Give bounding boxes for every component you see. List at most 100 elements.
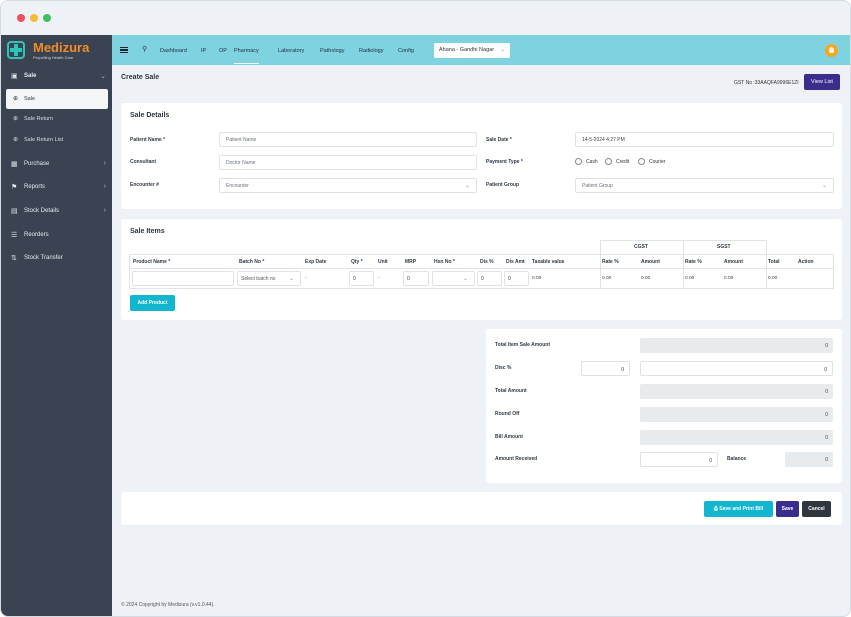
hsn-select[interactable]: ⌄ (432, 271, 475, 286)
balance-field: 0 (785, 452, 833, 467)
encounter-select[interactable]: Encounter ⌄ (219, 178, 477, 193)
exp-date-cell: - (305, 276, 307, 281)
disc-percent-input[interactable]: 0 (581, 361, 630, 376)
column-header: Amount (641, 259, 660, 265)
sgst-group-header: SGST (717, 244, 731, 250)
chevron-right-icon: › (103, 183, 106, 190)
minimize-window-dot[interactable] (30, 14, 38, 22)
cancel-button[interactable]: Cancel (802, 501, 831, 517)
sidebar-item-reports[interactable]: ⚑ Reports › (1, 178, 112, 198)
column-header: Rate % (685, 259, 702, 265)
nav-laboratory[interactable]: Laboratory (278, 48, 305, 54)
round-off-value: 0 (825, 412, 828, 418)
chevron-down-icon: ⌄ (462, 276, 468, 282)
sidebar-item-label: Reorders (24, 232, 49, 238)
bill-amount-field: 0 (640, 430, 833, 445)
round-off-field: 0 (640, 407, 833, 422)
location-select[interactable]: Ahana - Gandhi Nagar ⌄ (434, 43, 510, 58)
total-amount-value: 0 (825, 389, 828, 395)
location-value: Ahana - Gandhi Nagar (439, 47, 495, 53)
payment-cash-radio[interactable] (575, 158, 582, 165)
nav-op[interactable]: OP (219, 48, 227, 54)
bill-amount-value: 0 (825, 435, 828, 441)
balance-value: 0 (825, 457, 828, 463)
circle-plus-icon: ⊕ (13, 116, 19, 122)
payment-courier-radio[interactable] (638, 158, 645, 165)
column-header: Hsn No * (434, 259, 455, 265)
patient-name-input[interactable]: Patient Name (219, 132, 477, 147)
list-icon: ☰ (11, 232, 18, 239)
disc-amount-input[interactable]: 0 (640, 361, 833, 376)
patient-name-placeholder: Patient Name (226, 137, 257, 143)
total-item-sale-amount-field: 0 (640, 338, 833, 353)
sale-date-label: Sale Date * (486, 137, 512, 143)
sidebar-item-sale[interactable]: ▣ Sale ⌄ (1, 67, 112, 87)
circle-plus-icon: ⊕ (13, 137, 19, 143)
product-name-input[interactable] (132, 271, 234, 286)
nav-pharmacy[interactable]: Pharmacy (234, 48, 259, 64)
brand-logo[interactable]: Medizura Propelling Health Care (1, 35, 112, 67)
footer-copyright: © 2024 Copyright by Medizura (v.v1.0.44)… (121, 602, 215, 608)
mrp-input[interactable]: 0 (403, 271, 429, 286)
brand-tagline: Propelling Health Care (33, 55, 74, 60)
sidebar-subitem-sale-return-list[interactable]: ⊕ Sale Return List (1, 130, 112, 150)
table-border (129, 254, 130, 288)
table-border (129, 268, 834, 269)
amount-received-input[interactable]: 0 (640, 452, 718, 467)
sidebar-item-purchase[interactable]: ▦ Purchase › (1, 155, 112, 175)
patient-group-select[interactable]: Patient Group ⌄ (575, 178, 834, 193)
sgst-amount-cell: 0.00 (724, 276, 734, 281)
nav-dashboard[interactable]: Dashboard (160, 48, 187, 54)
payment-credit-radio[interactable] (605, 158, 612, 165)
sidebar-subitem-label: Sale Return (24, 116, 54, 122)
bill-amount-label: Bill Amount (495, 434, 523, 440)
sidebar-item-label: Stock Transfer (24, 255, 63, 261)
search-icon[interactable]: ⚲ (142, 46, 148, 53)
batch-no-select[interactable]: Select batch no ⌄ (237, 271, 301, 286)
total-amount-field: 0 (640, 384, 833, 399)
printer-icon: ⎙ (713, 506, 718, 512)
qty-input[interactable]: 0 (349, 271, 374, 286)
sale-date-input[interactable]: 14-5-2024 4:27 PM (575, 132, 834, 147)
cgst-rate-cell: 0.00 (602, 276, 612, 281)
circle-plus-icon: ⊕ (13, 96, 19, 102)
sidebar-subitem-sale[interactable]: ⊕ Sale (6, 89, 108, 109)
gst-number: GST No :33AAQFA9996E1ZI (734, 80, 799, 86)
close-window-dot[interactable] (17, 14, 25, 22)
sidebar-item-label: Sale (24, 73, 37, 79)
discount-percent-input[interactable]: 0 (477, 271, 502, 286)
chevron-down-icon: ⌄ (464, 183, 470, 189)
sidebar-item-stock-details[interactable]: ▤ Stock Details › (1, 202, 112, 222)
batch-no-placeholder: Select batch no (241, 276, 276, 282)
amount-received-value: 0 (709, 458, 712, 464)
hamburger-menu-icon[interactable] (120, 47, 128, 53)
column-header: Action (798, 259, 814, 265)
sale-items-card: Sale Items (121, 219, 842, 320)
nav-radiology[interactable]: Radiology (359, 48, 384, 54)
add-product-button[interactable]: Add Product (130, 295, 175, 311)
table-border (600, 240, 601, 288)
lightbulb-icon[interactable] (825, 44, 838, 57)
chevron-down-icon: ⌄ (499, 47, 505, 53)
nav-config[interactable]: Config (398, 48, 414, 54)
nav-pathology[interactable]: Pathology (320, 48, 345, 54)
sidebar-item-reorders[interactable]: ☰ Reorders (1, 226, 112, 246)
amount-received-label: Amount Received (495, 456, 538, 462)
column-header: Amount (724, 259, 743, 265)
disc-percent-label: Disc % (495, 365, 512, 371)
discount-amount-input[interactable]: 0 (504, 271, 529, 286)
chevron-right-icon: › (103, 160, 106, 167)
sidebar-subitem-sale-return[interactable]: ⊕ Sale Return (1, 109, 112, 129)
nav-ip[interactable]: IP (201, 48, 207, 54)
save-and-print-bill-button[interactable]: ⎙ Save and Print Bill (704, 501, 773, 517)
sidebar-item-stock-transfer[interactable]: ⇅ Stock Transfer (1, 249, 112, 269)
chevron-down-icon: ⌄ (288, 276, 294, 282)
consultant-input[interactable]: Doctor Name (219, 155, 477, 170)
payment-courier-label: Courier (649, 159, 666, 165)
table-border (129, 254, 834, 255)
save-button[interactable]: Save (776, 501, 799, 517)
maximize-window-dot[interactable] (43, 14, 51, 22)
column-header: Product Name * (133, 259, 171, 265)
cgst-amount-cell: 0.00 (641, 276, 651, 281)
view-list-button[interactable]: View List (804, 74, 840, 90)
